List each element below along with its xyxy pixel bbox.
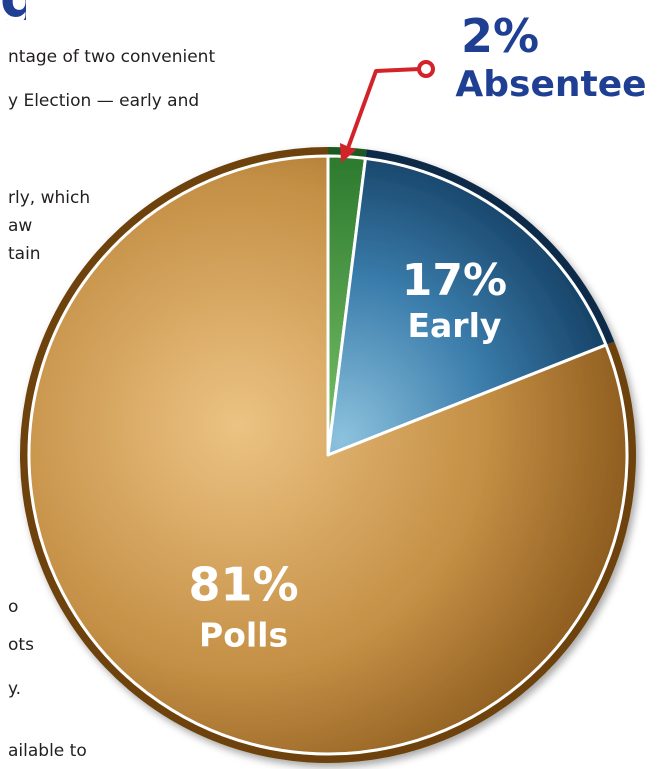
body-text-line-7: ots <box>8 635 34 655</box>
polls-category-label: Polls <box>199 615 288 654</box>
polls-percent-label: 81% <box>189 557 299 611</box>
body-text-line-9: ailable to <box>8 741 87 761</box>
body-text-line-6: o <box>8 597 19 617</box>
early-category-label: Early <box>407 306 501 345</box>
body-text-line-3: rly, which <box>8 188 91 208</box>
callout-arrow-line <box>346 67 421 149</box>
heading-fragment: g <box>0 0 26 20</box>
callout-anchor-dot <box>417 60 435 78</box>
pie-slice-polls <box>27 154 629 756</box>
body-text-line-1: ntage of two convenient <box>8 47 216 67</box>
absentee-category-label: Absentee <box>455 64 646 105</box>
early-percent-label: 17% <box>402 255 507 306</box>
callout-arrow-head <box>340 143 356 163</box>
pie-slice-early <box>326 156 608 457</box>
body-text-line-5: tain <box>8 244 41 264</box>
absentee-percent-label: 2% <box>461 9 539 63</box>
body-text-line-4: aw <box>8 216 33 236</box>
body-text-line-2: y Election — early and <box>8 91 200 111</box>
body-text-line-8: y. <box>8 679 22 699</box>
